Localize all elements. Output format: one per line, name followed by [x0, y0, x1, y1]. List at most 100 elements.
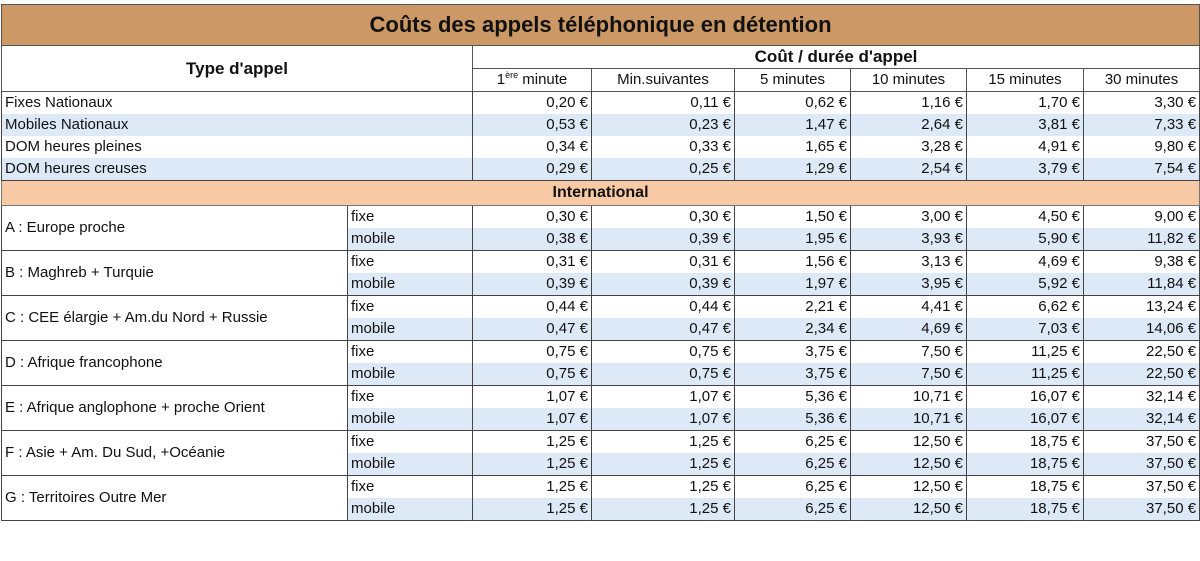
cost-cell: 0,75 € [591, 340, 735, 363]
cost-cell: 3,28 € [850, 136, 967, 158]
cost-cell: 0,30 € [591, 205, 735, 228]
mobile-label: mobile [347, 363, 473, 386]
cost-cell: 37,50 € [1082, 453, 1200, 476]
mobile-label: mobile [347, 408, 473, 431]
cost-cell: 1,07 € [591, 385, 735, 408]
cost-cell: 12,50 € [850, 475, 967, 498]
cost-cell: 1,65 € [734, 136, 851, 158]
cost-cell: 1,25 € [472, 430, 592, 453]
cost-cell: 1,25 € [591, 498, 735, 521]
table-row: mobile 0,39 €0,39 €1,97 €3,95 €5,92 €11,8… [2, 273, 1200, 296]
row-label: DOM heures pleines [1, 136, 473, 158]
table-row: D : Afrique francophone fixe 0,75 €0,75 €3… [1, 340, 1200, 386]
cost-cell: 5,90 € [966, 228, 1084, 251]
table-row: DOM heures pleines 0,34 €0,33 €1,65 €3,28… [1, 136, 1200, 158]
cost-cell: 0,44 € [591, 295, 735, 318]
call-cost-sheet: Coûts des appels téléphonique en détenti… [0, 4, 1200, 521]
cost-cell: 11,84 € [1082, 273, 1200, 296]
cost-cell: 2,21 € [734, 295, 851, 318]
cost-cell: 1,25 € [472, 498, 592, 521]
col-header-10-minutes: 10 minutes [850, 68, 967, 92]
cost-cell: 0,11 € [591, 91, 735, 114]
cost-cell: 16,07 € [966, 408, 1084, 431]
cost-cell: 1,50 € [734, 205, 851, 228]
mobile-label: mobile [347, 228, 473, 251]
cost-cell: 9,38 € [1082, 250, 1200, 273]
fixe-label: fixe [347, 385, 473, 408]
cost-cell: 14,06 € [1082, 318, 1200, 341]
zone-label: F : Asie + Am. Du Sud, +Océanie [1, 430, 348, 476]
zone-label: D : Afrique francophone [1, 340, 348, 386]
mobile-label: mobile [347, 273, 473, 296]
cost-cell: 3,75 € [734, 363, 851, 386]
cost-cell: 22,50 € [1082, 363, 1200, 386]
cost-cell: 1,25 € [472, 475, 592, 498]
table-row: Mobiles Nationaux 0,53 €0,23 €1,47 €2,64 … [1, 114, 1200, 136]
cost-cell: 18,75 € [966, 430, 1084, 453]
table-row: B : Maghreb + Turquie fixe 0,31 €0,31 €1,5… [1, 250, 1200, 296]
cost-cell: 3,93 € [850, 228, 967, 251]
cost-cell: 9,00 € [1082, 205, 1200, 228]
table-row: G : Territoires Outre Mer fixe 1,25 €1,25 … [1, 475, 1200, 521]
cost-cell: 4,69 € [850, 318, 967, 341]
cost-cell: 22,50 € [1082, 340, 1200, 363]
cost-cell: 6,25 € [734, 453, 851, 476]
cost-cell: 5,92 € [966, 273, 1084, 296]
cost-cell: 2,34 € [734, 318, 851, 341]
zone-label: B : Maghreb + Turquie [1, 250, 348, 296]
cost-cell: 18,75 € [966, 475, 1084, 498]
table-row: mobile 0,38 €0,39 €1,95 €3,93 €5,90 €11,8… [2, 228, 1200, 251]
cost-cell: 3,75 € [734, 340, 851, 363]
cost-cell: 0,39 € [591, 273, 735, 296]
cost-cell: 6,25 € [734, 498, 851, 521]
table-row: C : CEE élargie + Am.du Nord + Russie fix… [1, 295, 1200, 341]
cost-cell: 0,75 € [472, 363, 592, 386]
cost-cell: 4,50 € [966, 205, 1084, 228]
cost-cell: 7,50 € [850, 340, 967, 363]
cost-cell: 2,54 € [850, 158, 967, 181]
cost-cell: 5,36 € [734, 408, 851, 431]
international-header: International [0, 180, 1200, 206]
cost-cell: 1,16 € [850, 91, 967, 114]
fixe-label: fixe [347, 340, 473, 363]
cost-cell: 3,95 € [850, 273, 967, 296]
cost-cell: 0,44 € [472, 295, 592, 318]
cost-cell: 0,20 € [472, 91, 592, 114]
cost-cell: 4,41 € [850, 295, 967, 318]
cost-cell: 32,14 € [1082, 408, 1200, 431]
cost-cell: 11,82 € [1082, 228, 1200, 251]
col-header-15-minutes: 15 minutes [966, 68, 1084, 92]
cost-cell: 11,25 € [966, 340, 1084, 363]
cost-cell: 0,25 € [591, 158, 735, 181]
table-row: Fixes Nationaux 0,20 €0,11 €0,62 €1,16 €1… [1, 91, 1200, 114]
table-row: F : Asie + Am. Du Sud, +Océanie fixe 1,25 … [1, 430, 1200, 476]
call-cost-table: Coûts des appels téléphonique en détenti… [0, 4, 1200, 521]
cost-cell: 3,30 € [1082, 91, 1200, 114]
cost-cell: 0,62 € [734, 91, 851, 114]
cost-cell: 0,39 € [591, 228, 735, 251]
cost-cell: 9,80 € [1082, 136, 1200, 158]
cost-cell: 3,81 € [966, 114, 1084, 136]
cost-cell: 18,75 € [966, 453, 1084, 476]
cost-cell: 0,75 € [591, 363, 735, 386]
col-header-30-minutes: 30 minutes [1082, 68, 1200, 92]
table-row: A : Europe proche fixe 0,30 €0,30 €1,50 €3… [1, 205, 1200, 251]
cost-cell: 5,36 € [734, 385, 851, 408]
cost-cell: 1,07 € [472, 408, 592, 431]
cost-cell: 1,97 € [734, 273, 851, 296]
col-header-5-minutes: 5 minutes [734, 68, 851, 92]
fixe-label: fixe [347, 295, 473, 318]
row-label: Mobiles Nationaux [1, 114, 473, 136]
zone-label: C : CEE élargie + Am.du Nord + Russie [1, 295, 348, 341]
cost-cell: 0,75 € [472, 340, 592, 363]
cost-cell: 0,33 € [591, 136, 735, 158]
cost-cell: 0,29 € [472, 158, 592, 181]
cost-cell: 3,79 € [966, 158, 1084, 181]
cost-cell: 1,25 € [472, 453, 592, 476]
cost-cell: 1,07 € [591, 408, 735, 431]
cost-cell: 12,50 € [850, 430, 967, 453]
cost-cell: 1,25 € [591, 475, 735, 498]
cost-cell: 1,70 € [966, 91, 1084, 114]
cost-cell: 1,56 € [734, 250, 851, 273]
fixe-label: fixe [347, 250, 473, 273]
